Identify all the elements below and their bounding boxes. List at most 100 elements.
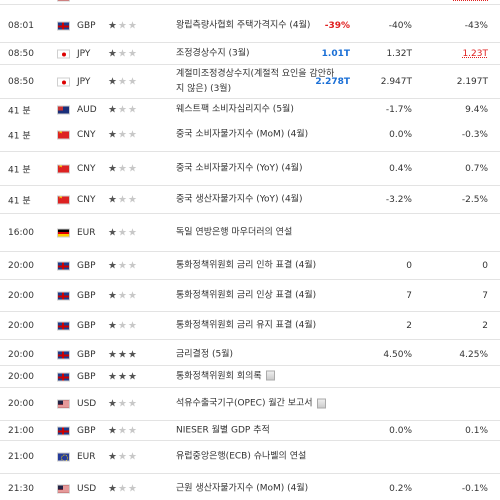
event-row[interactable]: 21:00 GBP ★★★ NIESER 월별 GDP 추적 0.0% 0.1%: [0, 421, 500, 441]
gbp-flag-icon: [57, 21, 70, 31]
star-icon: ★: [108, 48, 118, 59]
event-name[interactable]: 왕립측량사협회 주택가격지수 (4월): [176, 19, 341, 34]
star-icon: ★: [108, 398, 118, 410]
event-name[interactable]: 중국 소비자물가지수 (MoM) (4월): [176, 127, 341, 142]
event-row[interactable]: 41 분CNY★★★중국 소비자물가지수 (YoY) (4월)0.4%0.7%: [0, 152, 500, 186]
star-icon: ★: [117, 194, 128, 205]
document-icon[interactable]: [265, 370, 275, 381]
usd-flag-icon: [57, 484, 70, 493]
star-icon: ★: [117, 163, 128, 174]
star-icon: ★: [117, 104, 128, 115]
event-name[interactable]: 중국 생산자물가지수 (YoY) (4월): [176, 192, 341, 207]
importance-stars: ★★★: [108, 260, 152, 271]
forecast-value: 0.4%: [389, 163, 412, 174]
event-name[interactable]: 중국 소비자물가지수 (YoY) (4월): [176, 161, 341, 176]
event-name[interactable]: 조정경상수지 (3월): [176, 46, 341, 61]
event-name[interactable]: 통화정책위원회 회의록: [176, 369, 341, 384]
star-icon: ★: [127, 451, 138, 463]
star-icon: ★: [127, 320, 138, 331]
star-icon: ★: [108, 349, 118, 360]
event-name[interactable]: 근원 생산자물가지수 (MoM) (4월): [176, 481, 341, 496]
currency-code: CNY: [77, 163, 96, 174]
star-icon: ★: [108, 76, 118, 87]
event-name[interactable]: 유럽중앙은행(ECB) 슈나벨의 연설: [176, 450, 341, 465]
event-name[interactable]: NIESER 월별 GDP 추적: [176, 423, 341, 438]
document-icon[interactable]: [316, 398, 326, 408]
event-time: 20:00: [8, 260, 34, 271]
event-row[interactable]: 16:00 EUR ★★★ 독일 연방은행 마우더러의 연설: [0, 214, 500, 252]
currency-code: USD: [77, 399, 97, 409]
event-row[interactable]: 20:00 GBP ★★★ 금리결정 (5월) 4.50% 4.25%: [0, 344, 500, 366]
star-icon: ★: [108, 425, 118, 436]
event-row[interactable]: 08:50 JPY ★★★ 계절미조정경상수지(계절적 요인을 감안하지 않은) (3…: [0, 65, 500, 99]
event-row[interactable]: 41 분CNY★★★중국 소비자물가지수 (MoM) (4월)0.0%-0.3%: [0, 118, 500, 152]
forecast-value: 0.0%: [389, 129, 412, 140]
importance-stars: ★★★: [108, 320, 152, 331]
event-name-text: 통화정책위원회 금리 유지 표결 (4월): [176, 320, 317, 330]
star-icon: ★: [127, 227, 138, 238]
event-row[interactable]: 21:00 EUR ★★★ 유럽중앙은행(ECB) 슈나벨의 연설: [0, 441, 500, 474]
event-row[interactable]: 08:01 GBP ★★★ 왕립측량사협회 주택가격지수 (4월) -39% -40% -4…: [0, 10, 500, 43]
event-time: 41 분: [8, 196, 31, 206]
star-icon: ★: [127, 349, 138, 360]
event-row[interactable]: 20:00 GBP ★★★ 통화정책위원회 금리 인상 표결 (4월) 7 7: [0, 280, 500, 312]
star-icon: ★: [117, 451, 128, 463]
event-row[interactable]: 08:50 JPY ★★★ 조정경상수지 (3월) 1.01T 1.32T 1.23T: [0, 43, 500, 65]
event-row[interactable]: 41 분CNY★★★중국 생산자물가지수 (YoY) (4월)-3.2%-2.5…: [0, 186, 500, 214]
event-name[interactable]: 통화정책위원회 금리 인하 표결 (4월): [176, 258, 341, 273]
star-icon: ★: [118, 0, 128, 2]
importance-stars: ★★★: [108, 371, 152, 382]
star-icon: ★: [117, 349, 128, 360]
forecast-value: 235.0B: [380, 0, 412, 2]
event-name[interactable]: 웨스트팩 소비자심리지수 (5월): [176, 102, 341, 117]
event-name[interactable]: 통화정책위원회 금리 인상 표결 (4월): [176, 288, 341, 303]
event-row[interactable]: 20:00 GBP ★★★ 통화정책위원회 금리 유지 표결 (4월) 2 2: [0, 312, 500, 340]
event-row[interactable]: 21:30 USD ★★★ 근원 생산자물가지수 (MoM) (4월) 0.2% -0.1…: [0, 474, 500, 500]
event-row[interactable]: 20:00 GBP ★★★ 통화정책위원회 금리 인하 표결 (4월) 0 0: [0, 252, 500, 280]
star-icon: ★: [127, 104, 138, 115]
event-name[interactable]: 계절미조정경상수지(계절적 요인을 감안하지 않은) (3월): [176, 67, 341, 97]
event-row[interactable]: 20:00 GBP ★★★ 통화정책위원회 회의록: [0, 366, 500, 388]
importance-stars: ★★★: [108, 21, 152, 32]
event-time: 16:00: [8, 227, 34, 238]
previous-value: 2.197T: [456, 76, 488, 87]
previous-value: -43%: [464, 21, 488, 31]
previous-value: 0.1%: [465, 425, 488, 436]
event-name[interactable]: 금리결정 (5월): [176, 347, 341, 362]
gbp-flag-icon: [57, 372, 70, 381]
star-icon: ★: [108, 483, 118, 494]
forecast-value: 2.947T: [380, 76, 412, 87]
event-name[interactable]: 통화정책위원회 금리 유지 표결 (4월): [176, 318, 341, 333]
star-icon: ★: [117, 371, 128, 382]
currency-code: JPY: [77, 48, 91, 59]
currency-code: GBP: [77, 349, 96, 360]
eur-flag-icon: [57, 228, 70, 237]
event-name-text: 석유수출국기구(OPEC) 월간 보고서: [176, 398, 313, 409]
cny-flag-icon: [57, 164, 70, 173]
previous-value: -0.1%: [461, 483, 488, 494]
star-icon: ★: [127, 20, 138, 32]
usd-flag-icon: [57, 0, 70, 1]
event-time: 08:50: [8, 76, 34, 87]
star-icon: ★: [108, 260, 118, 271]
star-icon: ★: [127, 398, 138, 410]
star-icon: ★: [127, 194, 138, 205]
cny-flag-icon: [57, 195, 70, 204]
gbp-flag-icon: [57, 261, 70, 270]
previous-value: 0.7%: [465, 163, 488, 174]
event-row[interactable]: 20:00 USD ★★★ 석유수출국기구(OPEC) 월간 보고서: [0, 388, 500, 421]
event-name[interactable]: 산업생산지수 (4월): [176, 0, 341, 4]
currency-code: GBP: [77, 371, 96, 382]
event-name[interactable]: 석유수출국기구(OPEC) 월간 보고서: [176, 397, 341, 412]
star-icon: ★: [108, 0, 118, 2]
currency-code: GBP: [77, 260, 96, 271]
event-name-text: 통화정책위원회 금리 인하 표결 (4월): [176, 260, 317, 270]
event-row[interactable]: 41 분 AUD ★★★ 웨스트팩 소비자심리지수 (5월) -1.7% 9.4%: [0, 99, 500, 121]
star-icon: ★: [108, 163, 118, 174]
event-name-text: 산업생산지수 (4월): [176, 0, 250, 1]
event-name-text: 통화정책위원회 회의록: [176, 371, 262, 381]
event-name[interactable]: 독일 연방은행 마우더러의 연설: [176, 225, 341, 240]
event-time: 08:01: [8, 21, 34, 31]
